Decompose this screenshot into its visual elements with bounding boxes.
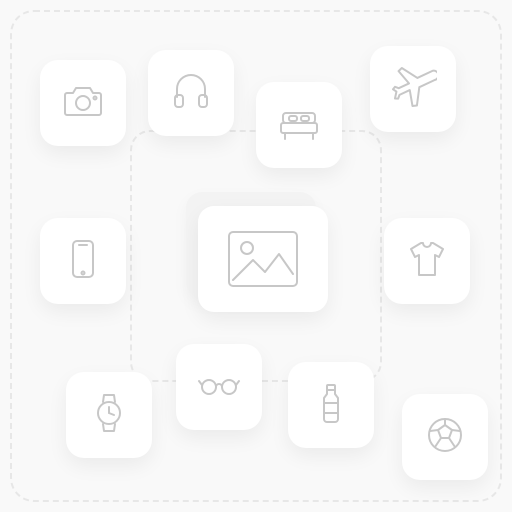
- watch-icon: [85, 389, 133, 442]
- ball-icon: [421, 411, 469, 464]
- category-card-camera[interactable]: [40, 60, 126, 146]
- glasses-icon: [195, 361, 243, 414]
- tshirt-icon: [403, 235, 451, 288]
- image-placeholder-icon: [227, 230, 299, 288]
- category-card-glasses[interactable]: [176, 344, 262, 430]
- headphones-icon: [167, 67, 215, 120]
- category-card-headphones[interactable]: [148, 50, 234, 136]
- category-card-tshirt[interactable]: [384, 218, 470, 304]
- gallery-placeholder-front[interactable]: [198, 206, 328, 312]
- bottle-icon: [307, 379, 355, 432]
- category-card-airplane[interactable]: [370, 46, 456, 132]
- bed-icon: [275, 99, 323, 152]
- airplane-icon: [389, 63, 437, 116]
- category-card-watch[interactable]: [66, 372, 152, 458]
- category-card-smartphone[interactable]: [40, 218, 126, 304]
- category-card-bottle[interactable]: [288, 362, 374, 448]
- camera-icon: [59, 77, 107, 130]
- smartphone-icon: [59, 235, 107, 288]
- category-card-ball[interactable]: [402, 394, 488, 480]
- category-card-bed[interactable]: [256, 82, 342, 168]
